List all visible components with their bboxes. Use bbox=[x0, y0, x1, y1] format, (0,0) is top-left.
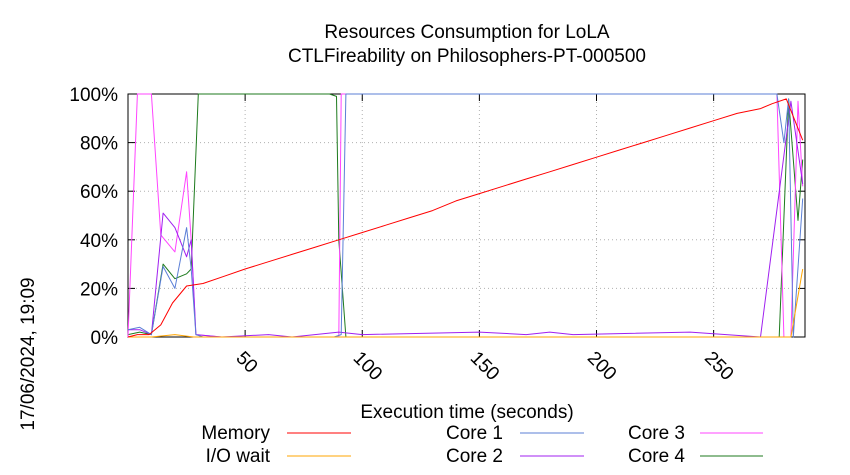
legend-label-i-o-wait: I/O wait bbox=[206, 446, 271, 467]
grid-lines bbox=[128, 94, 805, 337]
legend-label-core-1: Core 1 bbox=[446, 423, 503, 444]
y-tick-label: 20% bbox=[80, 279, 118, 300]
x-tick-label: 100 bbox=[349, 348, 386, 385]
chart-subtitle: CTLFireability on Philosophers-PT-000500 bbox=[288, 46, 646, 67]
chart-title: Resources Consumption for LoLA bbox=[324, 22, 609, 43]
series-line-memory bbox=[127, 98, 804, 338]
y-tick-label: 80% bbox=[80, 134, 118, 155]
series-lines bbox=[127, 93, 804, 338]
x-axis-label: Execution time (seconds) bbox=[360, 402, 573, 423]
x-tick-label: 50 bbox=[232, 348, 262, 378]
legend-label-core-2: Core 2 bbox=[446, 446, 503, 467]
x-tick-label: 250 bbox=[700, 348, 737, 385]
y-tick-label: 40% bbox=[80, 231, 118, 252]
series-line-i-o-wait bbox=[128, 268, 804, 338]
y-tick-label: 60% bbox=[80, 182, 118, 203]
plot-frame bbox=[127, 93, 806, 338]
timestamp-label: 17/06/2024, 19:09 bbox=[18, 277, 39, 430]
series-line-core-3 bbox=[127, 93, 804, 338]
series-line-core-2 bbox=[128, 100, 804, 338]
y-tick-label: 0% bbox=[91, 328, 119, 349]
legend-label-core-4: Core 4 bbox=[628, 446, 685, 467]
x-tick-label: 150 bbox=[466, 348, 503, 385]
y-tick-label: 100% bbox=[69, 85, 118, 106]
series-line-core-4 bbox=[127, 93, 804, 338]
series-line-core-1 bbox=[127, 93, 804, 338]
legend-label-memory: Memory bbox=[201, 423, 270, 444]
axes: 0% 20% 40% 60% 80% 100% 50 100 150 200 250 bbox=[69, 85, 806, 385]
legend-label-core-3: Core 3 bbox=[628, 423, 685, 444]
x-tick-label: 200 bbox=[583, 348, 620, 385]
